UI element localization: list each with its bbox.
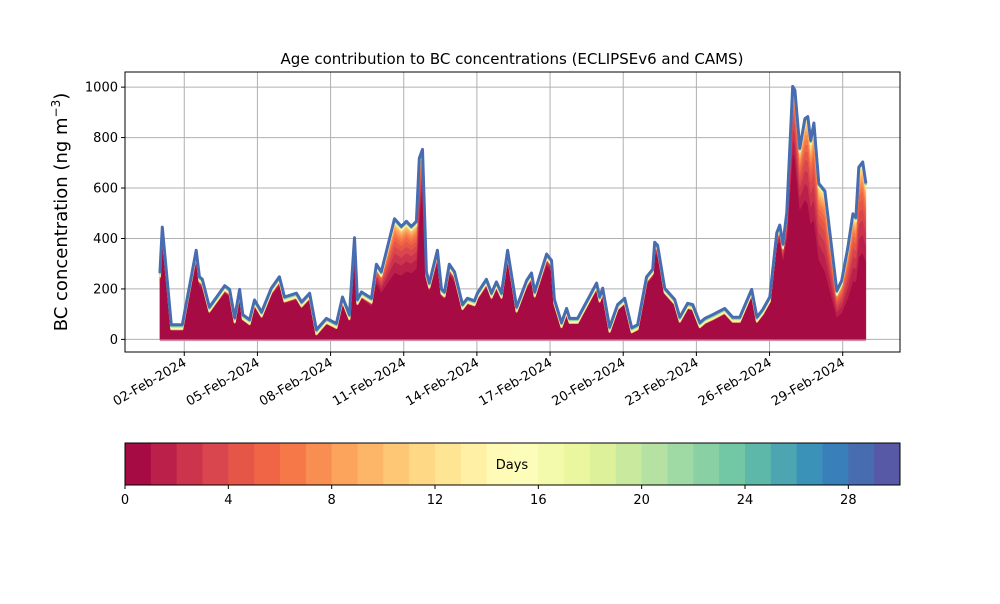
colorbar-swatch xyxy=(667,443,694,485)
x-tick-label: 14-Feb-2024 xyxy=(403,355,482,409)
colorbar-swatch xyxy=(357,443,384,485)
colorbar-swatch xyxy=(641,443,668,485)
age-band-edge-line xyxy=(158,84,868,332)
colorbar-swatch xyxy=(460,443,488,485)
colorbar-swatch xyxy=(202,443,229,485)
colorbar: 0 4 8 12 16 20 24 28 xyxy=(121,442,901,508)
x-tick-label: 02-Feb-2024 xyxy=(111,355,190,409)
y-tick-label: 200 xyxy=(93,282,118,297)
colorbar-tick-label: 8 xyxy=(328,493,336,508)
colorbar-frame xyxy=(124,442,901,486)
y-tick-label: 0 xyxy=(110,333,118,348)
colorbar-swatch xyxy=(305,443,333,485)
colorbar-swatch xyxy=(254,443,281,485)
plot-frame xyxy=(124,71,901,353)
y-tick-label: 400 xyxy=(93,232,118,247)
colorbar-swatch xyxy=(383,443,410,485)
colorbar-tick-label: 4 xyxy=(224,493,232,508)
colorbar-swatch xyxy=(150,443,178,485)
x-tick-label: 26-Feb-2024 xyxy=(696,355,775,409)
x-tick-label: 05-Feb-2024 xyxy=(184,355,263,409)
colorbar-tick-label: 20 xyxy=(633,493,650,508)
colorbar-swatch xyxy=(745,443,772,485)
colorbar-swatch xyxy=(822,443,849,485)
colorbar-swatch xyxy=(512,443,539,485)
colorbar-tick-label: 0 xyxy=(121,493,129,508)
colorbar-tick-label: 12 xyxy=(427,493,444,508)
colorbar-swatch xyxy=(280,443,307,485)
colorbar-swatch xyxy=(874,443,901,485)
x-tick-label: 17-Feb-2024 xyxy=(477,355,556,409)
colorbar-swatch xyxy=(228,443,255,485)
colorbar-swatch xyxy=(435,443,462,485)
colorbar-swatch xyxy=(590,443,617,485)
x-tick-label: 20-Feb-2024 xyxy=(550,355,629,409)
colorbar-swatch xyxy=(615,443,643,485)
colorbar-swatch xyxy=(719,443,746,485)
colorbar-tick-label: 16 xyxy=(530,493,547,508)
colorbar-swatch xyxy=(796,443,823,485)
x-tick-label: 11-Feb-2024 xyxy=(330,355,409,409)
colorbar-swatch xyxy=(409,443,436,485)
colorbar-swatch xyxy=(848,443,875,485)
y-axis-label: BC concentration (ng m−3) xyxy=(49,93,72,332)
colorbar-swatch xyxy=(331,443,358,485)
colorbar-label: Days xyxy=(496,458,529,473)
colorbar-swatch xyxy=(564,443,591,485)
y-tick-label: 600 xyxy=(93,182,118,197)
y-tick-label: 800 xyxy=(93,131,118,146)
x-tick-label: 08-Feb-2024 xyxy=(257,355,336,409)
colorbar-swatch xyxy=(693,443,720,485)
colorbar-tick-label: 28 xyxy=(840,493,857,508)
colorbar-swatch xyxy=(176,443,203,485)
x-tick-label: 29-Feb-2024 xyxy=(769,355,848,409)
colorbar-swatch xyxy=(125,443,152,485)
x-tick-label: 23-Feb-2024 xyxy=(623,355,702,409)
colorbar-swatch xyxy=(770,443,798,485)
colorbar-swatch xyxy=(538,443,565,485)
chart-title: Age contribution to BC concentrations (E… xyxy=(281,50,744,68)
y-tick-label: 1000 xyxy=(85,81,118,96)
colorbar-swatch xyxy=(486,443,513,485)
stacked-area-group xyxy=(158,84,868,340)
colorbar-tick-label: 24 xyxy=(737,493,754,508)
